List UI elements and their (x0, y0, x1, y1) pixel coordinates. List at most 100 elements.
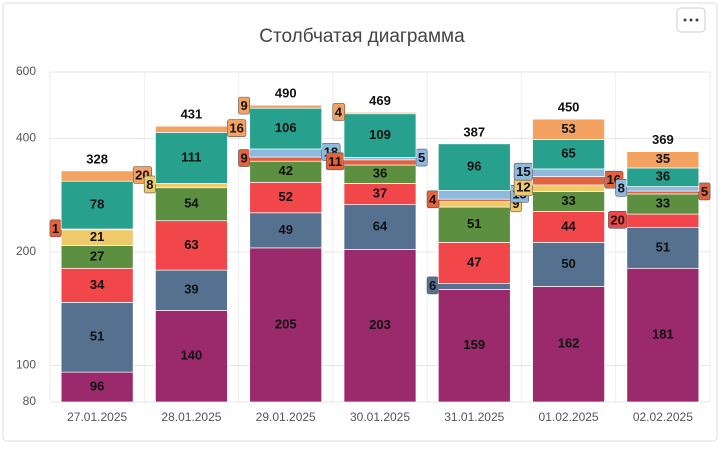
x-tick-label: 27.01.2025 (67, 410, 127, 424)
bar-segment (532, 168, 605, 177)
value-label: 159 (463, 337, 485, 352)
bar-segment (532, 139, 605, 170)
bar-segment (343, 111, 417, 115)
value-label: 20 (610, 212, 624, 227)
value-label: 111 (181, 149, 201, 164)
value-label: 181 (652, 327, 674, 342)
value-label: 33 (656, 195, 670, 210)
value-label: 42 (278, 163, 292, 178)
bar-segment (249, 107, 323, 150)
value-label: 4 (335, 104, 343, 119)
bar-segment (532, 118, 605, 140)
value-label: 54 (184, 196, 199, 211)
value-label: 78 (90, 197, 104, 212)
bar-segment (343, 113, 417, 158)
bar-segment (437, 143, 511, 191)
bar-segment (532, 286, 605, 403)
value-label: 12 (516, 180, 530, 195)
value-label-box (325, 152, 345, 171)
bar-segment (155, 187, 228, 222)
bar-segment (155, 125, 228, 133)
value-label: 21 (90, 229, 104, 244)
value-label-box (238, 96, 251, 115)
bar-segment (532, 184, 605, 192)
x-tick-label: 31.01.2025 (444, 410, 504, 424)
value-label: 50 (561, 256, 575, 271)
value-label: 49 (278, 222, 292, 237)
y-tick-label: 400 (16, 131, 36, 145)
value-label: 34 (90, 277, 105, 292)
value-label: 8 (146, 177, 153, 192)
y-tick-label: 100 (16, 358, 36, 372)
total-label: 490 (275, 86, 297, 101)
value-label: 47 (467, 254, 481, 269)
total-label: 450 (558, 100, 580, 115)
value-label: 106 (275, 120, 297, 135)
total-label: 369 (652, 132, 674, 147)
x-tick-label: 28.01.2025 (161, 410, 221, 424)
value-label: 35 (656, 151, 670, 166)
value-label: 52 (278, 189, 292, 204)
y-tick-label: 80 (23, 394, 37, 408)
value-label: 9 (240, 151, 247, 166)
value-label: 6 (429, 278, 436, 293)
value-label: 140 (181, 348, 203, 363)
value-label: 96 (90, 379, 104, 394)
total-label: 431 (181, 107, 203, 122)
value-label-box (332, 103, 346, 121)
bar-segment (437, 190, 511, 200)
value-label: 51 (656, 239, 670, 254)
bar-segment (155, 183, 228, 189)
x-tick-label: 01.02.2025 (539, 410, 599, 424)
total-label: 469 (369, 93, 391, 108)
value-label: 44 (561, 218, 576, 233)
value-label-box (698, 182, 711, 201)
bar-segment (249, 148, 323, 158)
value-label: 36 (656, 169, 670, 184)
bar-segment (60, 302, 134, 373)
bar-segment (626, 186, 700, 192)
bar-segment (626, 190, 700, 195)
bar-segment (343, 249, 417, 403)
bar-segment (532, 211, 605, 243)
bar-segment (60, 170, 134, 182)
value-label: 5 (418, 150, 425, 165)
bar-segment (343, 159, 417, 166)
value-label-box (143, 175, 156, 194)
value-label: 64 (373, 218, 388, 233)
value-label: 39 (184, 282, 198, 297)
value-label-box (227, 119, 247, 138)
bar-segment (155, 269, 228, 311)
value-label: 37 (373, 185, 387, 200)
value-label: 27 (90, 248, 104, 263)
y-tick-label: 600 (16, 64, 36, 78)
value-label: 15 (516, 164, 530, 179)
bar-segment (626, 151, 700, 169)
menu-dot (689, 18, 693, 22)
y-tick-label: 200 (16, 244, 36, 258)
bar-segment (249, 247, 323, 403)
bar-segment (437, 206, 511, 243)
value-label: 63 (184, 237, 198, 252)
total-label: 328 (86, 151, 108, 166)
x-tick-label: 30.01.2025 (350, 410, 410, 424)
value-label-box (615, 178, 628, 197)
bar-segment (437, 283, 511, 290)
bar-segment (437, 242, 511, 284)
value-label: 53 (561, 121, 575, 136)
bar-segment (437, 198, 511, 202)
bar-segment (155, 132, 228, 184)
value-label: 9 (512, 196, 519, 211)
bar-segment (532, 176, 605, 186)
value-label: 51 (467, 216, 481, 231)
total-label: 387 (463, 124, 485, 139)
value-label: 11 (328, 154, 342, 169)
value-label: 162 (558, 336, 580, 351)
value-label: 33 (561, 193, 575, 208)
value-label: 8 (618, 180, 625, 195)
chart-title: Столбчатая диаграмма (259, 26, 465, 47)
value-label: 205 (275, 316, 297, 331)
bar-segment (155, 309, 228, 403)
value-label-box (426, 276, 439, 295)
